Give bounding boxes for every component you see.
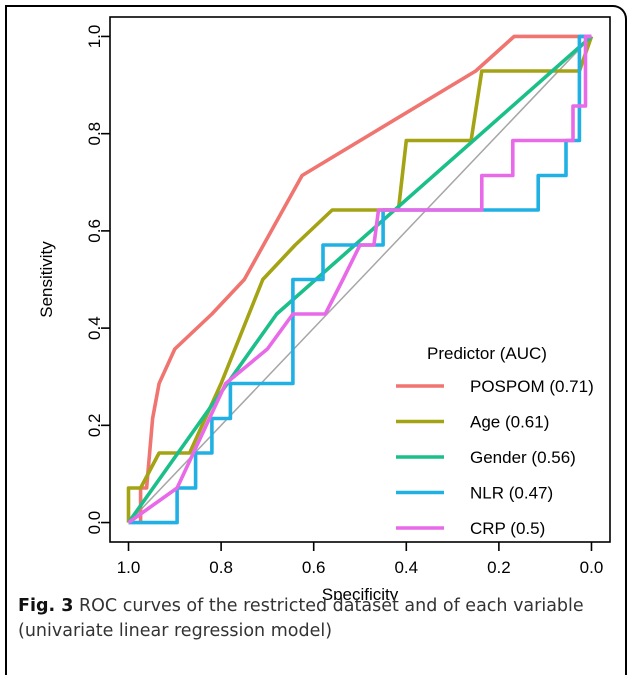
- x-tick-label: 1.0: [117, 558, 141, 577]
- caption-label: Fig. 3: [18, 596, 74, 616]
- y-axis-label: Sensitivity: [37, 241, 56, 318]
- y-tick-label: 0.4: [85, 316, 104, 340]
- figure-caption: Fig. 3 ROC curves of the restricted data…: [18, 594, 618, 644]
- reference-diagonal-line: [127, 35, 593, 524]
- y-tick-label: 0.0: [85, 511, 104, 535]
- x-tick-label: 0.2: [487, 558, 511, 577]
- x-tick-label: 0.8: [209, 558, 233, 577]
- legend-label-0: POSPOM (0.71): [470, 377, 594, 396]
- x-tick-label: 0.0: [580, 558, 604, 577]
- y-tick-label: 0.6: [85, 219, 104, 243]
- y-tick-label: 0.8: [85, 122, 104, 146]
- series-line-2: [127, 35, 593, 524]
- x-axis-label: Specificity: [322, 585, 399, 600]
- legend-title: Predictor (AUC): [427, 344, 547, 363]
- x-tick-label: 0.6: [302, 558, 326, 577]
- legend-label-3: NLR (0.47): [470, 484, 553, 503]
- series-line-4: [127, 34, 592, 525]
- y-tick-label: 1.0: [85, 25, 104, 49]
- roc-chart: 1.0 0.8 0.6 0.4 0.2 0.0 0.0 0.2 0.4 0.6 0.8 1.0 Spec…: [37, 16, 611, 600]
- figure-frame: [5, 5, 627, 675]
- caption-text: ROC curves of the restricted dataset and…: [18, 596, 584, 641]
- series-line-3: [128, 34, 592, 525]
- series-line-1: [126, 35, 594, 523]
- y-tick-label: 0.2: [85, 414, 104, 438]
- legend-label-2: Gender (0.56): [470, 448, 576, 467]
- legend-label-1: Age (0.61): [470, 413, 549, 432]
- x-tick-label: 0.4: [394, 558, 418, 577]
- series-line-0: [138, 34, 592, 523]
- plot-border: [109, 16, 611, 543]
- legend-label-4: CRP (0.5): [470, 519, 545, 538]
